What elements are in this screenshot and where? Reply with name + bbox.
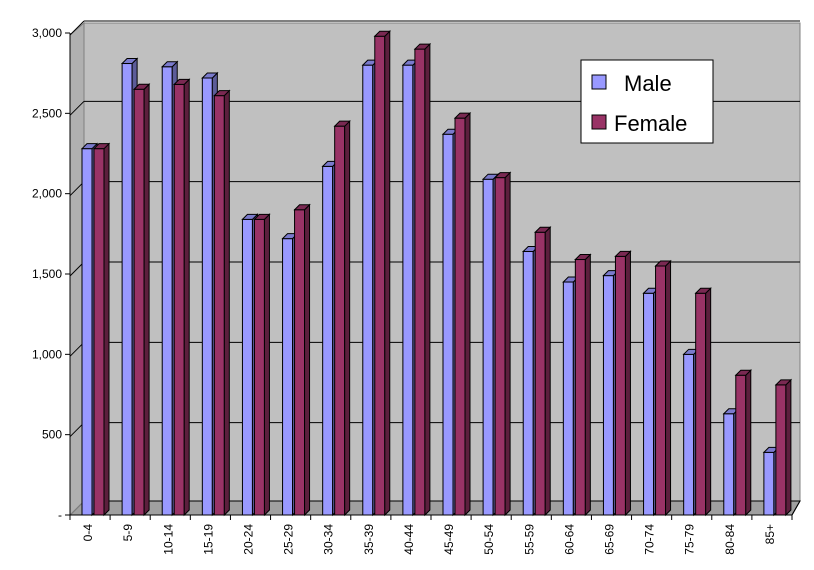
bar-female-0-4 — [92, 142, 111, 517]
bar-female-85+ — [774, 378, 793, 517]
x-tick-label: 20-24 — [242, 524, 256, 555]
bar-female-5-9 — [132, 83, 151, 517]
y-tick-label: 2,000 — [32, 187, 62, 201]
bar-female-80-84 — [734, 369, 752, 517]
bar-female-60-64 — [574, 253, 592, 517]
bar-female-20-24 — [253, 213, 271, 517]
x-tick-label: 85+ — [763, 524, 777, 544]
bar-female-70-74 — [654, 259, 672, 517]
legend: Male Female — [580, 59, 714, 144]
y-axis-ticks: - 500 1,000 1,500 2,000 2,500 3,000 — [32, 26, 70, 522]
x-tick-label: 45-49 — [442, 524, 456, 555]
legend-swatch-female — [591, 114, 607, 130]
x-tick-label: 0-4 — [81, 524, 95, 542]
gridline-side — [69, 100, 85, 116]
gridline-side — [69, 20, 85, 36]
x-tick-label: 25-29 — [282, 524, 296, 555]
x-tick-label: 55-59 — [522, 524, 536, 555]
floor-edge — [791, 500, 801, 516]
legend-label-female: Female — [614, 111, 687, 136]
bar-female-75-79 — [694, 287, 712, 517]
bar-female-65-69 — [614, 250, 632, 517]
x-axis-ticks: 0-4 5-9 10-14 15-19 20-24 25-29 30-34 35-39 40-4… — [69, 515, 793, 555]
y-tick-label: 1,000 — [32, 347, 62, 361]
bar-female-55-59 — [534, 226, 552, 517]
x-tick-label: 40-44 — [402, 524, 416, 555]
bars — [80, 30, 793, 517]
x-tick-label: 60-64 — [562, 524, 576, 555]
y-tick-label: - — [58, 508, 62, 522]
x-tick-label: 50-54 — [482, 524, 496, 555]
y-tick-label: 1,500 — [32, 267, 62, 281]
x-tick-label: 80-84 — [723, 524, 737, 555]
x-tick-label: 70-74 — [643, 524, 657, 555]
bar-female-10-14 — [173, 78, 191, 517]
bar-female-45-49 — [453, 111, 472, 517]
y-tick-label: 2,500 — [32, 106, 62, 120]
bar-female-35-39 — [373, 30, 391, 517]
x-tick-label: 15-19 — [201, 524, 215, 555]
x-tick-label: 35-39 — [362, 524, 376, 555]
x-tick-label: 5-9 — [121, 524, 135, 542]
x-tick-label: 75-79 — [683, 524, 697, 555]
bar-female-25-29 — [293, 203, 311, 517]
y-tick-label: 500 — [42, 428, 62, 442]
x-tick-label: 10-14 — [161, 524, 175, 555]
bar-female-30-34 — [333, 119, 351, 517]
y-tick-label: 3,000 — [32, 26, 62, 40]
x-tick-label: 65-69 — [603, 524, 617, 555]
legend-swatch-male — [591, 74, 607, 90]
bar-female-40-44 — [413, 42, 432, 517]
bar-female-15-19 — [213, 89, 231, 517]
legend-label-male: Male — [624, 71, 672, 96]
bar-female-50-54 — [493, 171, 512, 517]
x-tick-label: 30-34 — [322, 524, 336, 555]
